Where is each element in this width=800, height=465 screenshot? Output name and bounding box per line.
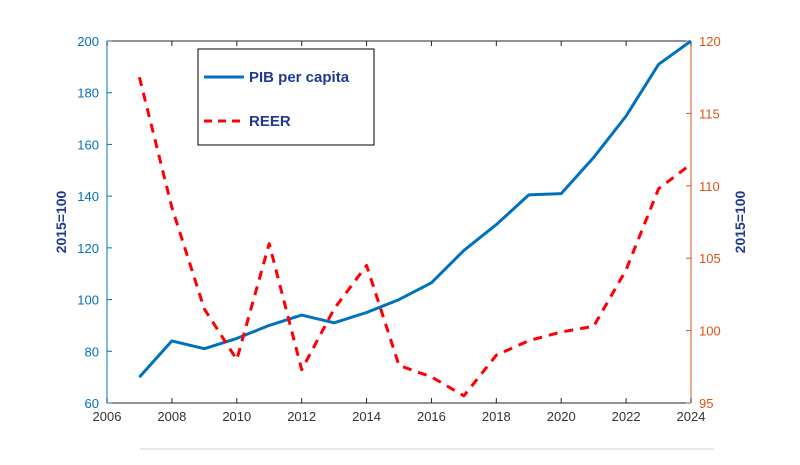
x-tick-label: 2014 (352, 409, 381, 424)
data-point-reer-2008 (170, 206, 173, 209)
data-point-pib-2023 (657, 63, 660, 66)
data-point-pib-2018 (495, 223, 498, 226)
data-point-pib-2010 (235, 337, 238, 340)
left-y-tick-label: 100 (77, 293, 99, 308)
data-point-reer-2015 (398, 364, 401, 367)
data-point-pib-2013 (333, 321, 336, 324)
x-tick-label: 2016 (417, 409, 446, 424)
data-point-reer-2019 (527, 339, 530, 342)
data-point-pib-2008 (170, 339, 173, 342)
data-point-pib-2021 (592, 156, 595, 159)
data-point-reer-2009 (203, 307, 206, 310)
right-y-tick-label: 115 (699, 106, 720, 121)
data-point-reer-2021 (592, 325, 595, 328)
data-point-pib-2020 (560, 192, 563, 195)
right-y-tick-label: 120 (699, 34, 721, 49)
data-point-pib-2017 (462, 249, 465, 252)
data-point-pib-2015 (398, 298, 401, 301)
right-y-tick-label: 100 (699, 324, 721, 339)
data-point-pib-2016 (430, 281, 433, 284)
data-point-pib-2007 (138, 376, 141, 379)
left-y-tick-label: 60 (85, 396, 99, 411)
left-y-tick-label: 180 (77, 86, 99, 101)
right-y-tick-label: 105 (699, 251, 721, 266)
right-y-tick-label: 95 (699, 396, 713, 411)
x-tick-label: 2010 (222, 409, 251, 424)
data-point-reer-2014 (365, 264, 368, 267)
x-tick-label: 2008 (157, 409, 186, 424)
plot-frame (106, 40, 692, 404)
x-tick-label: 2024 (677, 409, 706, 424)
data-point-pib-2014 (365, 311, 368, 314)
x-tick-label: 2006 (93, 409, 122, 424)
left-y-axis-ticks: 60 80 100 120 140 160 180 200 (77, 34, 112, 411)
legend-label-reer: REER (249, 113, 291, 130)
series-line-reer (137, 76, 692, 398)
data-point-reer-2017 (462, 394, 465, 397)
data-point-reer-2011 (268, 242, 271, 245)
data-point-pib-2022 (625, 115, 628, 118)
legend-box (197, 48, 375, 146)
data-point-reer-2016 (430, 375, 433, 378)
series-line-pib-per-capita (138, 39, 692, 379)
data-point-reer-2024 (690, 163, 693, 166)
data-point-reer-2023 (657, 187, 660, 190)
data-point-reer-2012 (300, 368, 303, 371)
left-y-tick-label: 160 (77, 137, 99, 152)
right-y-axis-ticks: 95 100 105 110 115 120 (686, 34, 721, 411)
left-y-axis-label: 2015=100 (53, 190, 69, 253)
legend-label-pib: PIB per capita (249, 69, 350, 86)
data-point-reer-2022 (625, 268, 628, 271)
data-point-reer-2018 (495, 354, 498, 357)
data-point-pib-2012 (300, 314, 303, 317)
x-tick-label: 2020 (547, 409, 576, 424)
series-layer (137, 39, 693, 398)
data-point-pib-2009 (203, 347, 206, 350)
right-y-axis-label: 2015=100 (732, 190, 748, 253)
x-tick-label: 2022 (612, 409, 641, 424)
left-y-tick-label: 120 (77, 241, 99, 256)
x-tick-label: 2018 (482, 409, 511, 424)
legend: PIB per capita REER (197, 48, 375, 146)
left-y-tick-label: 80 (85, 344, 99, 359)
right-y-tick-label: 110 (699, 179, 720, 194)
x-tick-label: 2012 (287, 409, 316, 424)
data-point-pib-2019 (527, 193, 530, 196)
data-point-pib-2011 (268, 324, 271, 327)
data-point-reer-2010 (235, 358, 238, 361)
x-axis-ticks: 2006 2008 2010 2012 2014 2016 2018 2020 2022 2024 (93, 41, 706, 424)
data-point-reer-2007 (138, 76, 141, 79)
data-point-pib-2024 (690, 40, 693, 43)
left-y-tick-label: 140 (77, 189, 99, 204)
left-y-tick-label: 200 (77, 34, 99, 49)
data-point-reer-2013 (333, 307, 336, 310)
data-point-reer-2020 (560, 331, 563, 334)
